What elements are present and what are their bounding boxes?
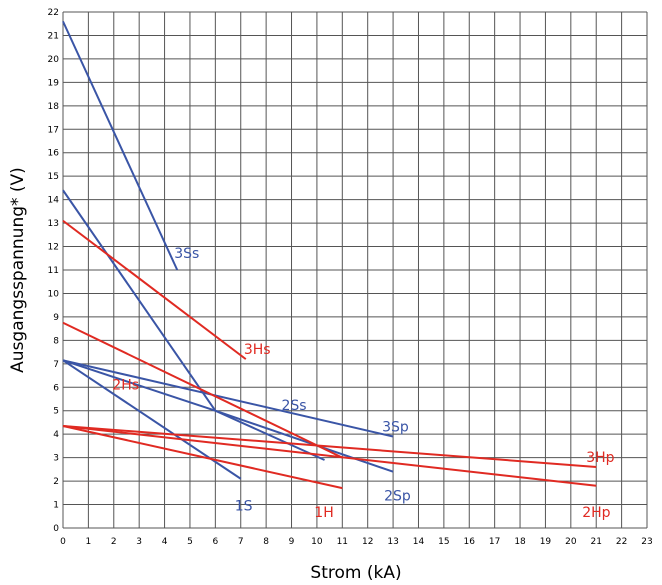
x-tick-label: 23 xyxy=(641,537,652,547)
x-tick-label: 16 xyxy=(464,537,476,547)
grid xyxy=(62,11,648,529)
x-tick-label: 15 xyxy=(438,537,449,547)
x-tick-label: 0 xyxy=(60,537,66,547)
x-tick-label: 20 xyxy=(565,537,577,547)
y-tick-label: 6 xyxy=(53,383,59,393)
series-label-1S: 1S xyxy=(235,499,253,515)
x-tick-label: 8 xyxy=(263,537,269,547)
series-label-2Sp: 2Sp xyxy=(384,489,411,505)
y-axis-title: Ausgangsspannung* (V) xyxy=(8,167,28,373)
series-line-3Ss xyxy=(62,20,179,271)
x-tick-label: 2 xyxy=(111,537,117,547)
x-tick-label: 17 xyxy=(489,537,500,547)
series-line-3Sp xyxy=(62,359,394,438)
y-tick-label: 14 xyxy=(48,196,60,206)
x-axis-title: Strom (kA) xyxy=(310,563,401,583)
series-label-3Ss: 3Ss xyxy=(174,246,199,262)
y-tick-label: 5 xyxy=(53,407,59,417)
y-tick-label: 13 xyxy=(48,219,59,229)
series-line-1H xyxy=(62,424,343,490)
y-tick-label: 21 xyxy=(48,31,59,41)
x-tick-label: 19 xyxy=(540,537,552,547)
x-tick-label: 21 xyxy=(590,537,601,547)
y-tick-label: 17 xyxy=(48,125,59,135)
series-label-2Hp: 2Hp xyxy=(582,505,610,521)
y-tick-label: 7 xyxy=(53,360,59,370)
series-label-3Hp: 3Hp xyxy=(586,450,614,466)
series-label-2Ss: 2Ss xyxy=(282,398,307,414)
y-tick-label: 15 xyxy=(48,172,59,182)
y-tick-label: 1 xyxy=(53,501,59,511)
series-line-1S xyxy=(62,359,242,480)
y-tick-label: 20 xyxy=(48,55,60,65)
y-tick-label: 2 xyxy=(53,477,59,487)
y-tick-label: 22 xyxy=(48,8,59,18)
x-tick-label: 6 xyxy=(212,537,218,547)
x-tick-label: 11 xyxy=(337,537,348,547)
y-tick-label: 8 xyxy=(53,336,59,346)
series-label-1H: 1H xyxy=(314,505,333,521)
y-tick-label: 10 xyxy=(48,289,60,299)
series-line-3Hs xyxy=(62,219,247,360)
series-line-2Hp xyxy=(62,424,597,487)
y-tick-label: 16 xyxy=(48,149,60,159)
y-tick-label: 12 xyxy=(48,243,59,253)
series-line-2Hs xyxy=(62,321,343,459)
y-tick-label: 3 xyxy=(53,454,59,464)
x-tick-label: 5 xyxy=(187,537,193,547)
x-tick-label: 9 xyxy=(289,537,295,547)
x-tick-label: 7 xyxy=(238,537,244,547)
series-label-3Hs: 3Hs xyxy=(244,342,271,358)
y-tick-label: 18 xyxy=(48,102,60,112)
x-tick-label: 18 xyxy=(514,537,526,547)
x-tick-label: 4 xyxy=(162,537,168,547)
y-tick-label: 4 xyxy=(53,430,59,440)
x-tick-label: 14 xyxy=(413,537,425,547)
y-tick-label: 11 xyxy=(48,266,59,276)
x-tick-label: 1 xyxy=(86,537,92,547)
series-label-3Sp: 3Sp xyxy=(382,420,409,436)
y-tick-label: 19 xyxy=(48,78,60,88)
series-labels: 3Ss 2Ss 3Sp 2Sp 1S 3Hs 2Hs 3Hp 2Hp 1H xyxy=(112,246,614,521)
series-label-2Hs: 2Hs xyxy=(112,378,139,394)
x-tick-label: 22 xyxy=(616,537,627,547)
series-line-2Ss xyxy=(62,189,325,461)
x-tick-label: 12 xyxy=(362,537,373,547)
x-tick-label: 10 xyxy=(311,537,323,547)
series-lines xyxy=(62,20,597,490)
y-tick-label: 9 xyxy=(53,313,59,323)
x-tick-label: 13 xyxy=(387,537,398,547)
tick-labels: 0 1 2 3 4 5 6 7 8 9 10 11 12 13 14 15 16 17 18 19 20 21 22 2301… xyxy=(48,8,653,547)
y-tick-label: 0 xyxy=(53,524,59,534)
series-line-2Sp xyxy=(62,359,394,473)
series-line-3Hp xyxy=(62,424,597,469)
x-tick-label: 3 xyxy=(136,537,142,547)
